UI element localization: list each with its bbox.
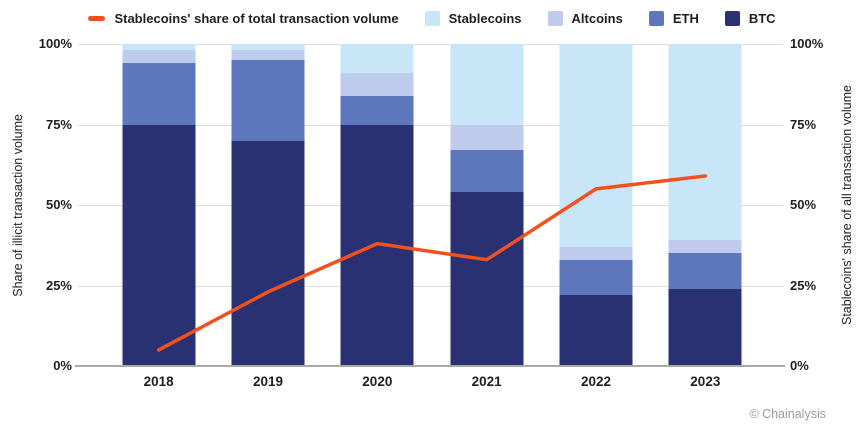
x-tick-label-2022: 2022 [580,374,612,389]
trend-line [156,174,708,352]
bars-layer [104,44,760,366]
bar-segment-2023-stablecoins [668,44,742,241]
bar-slot-2018 [104,44,213,366]
bar-segment-2023-eth [668,253,742,289]
x-tick-label-2018: 2018 [143,374,174,389]
bar-segment-2018-eth [122,63,196,125]
plot-area [75,44,785,367]
bar-segment-2018-altcoins [122,50,196,64]
bar-segment-2020-stablecoins [340,44,414,73]
y-tick-label-right-0: 0% [790,358,809,373]
y-tick-label-left-75: 75% [45,116,72,132]
y-tick-label-right-100: 100% [790,36,824,51]
bar-slot-2022 [541,44,650,366]
bar-segment-2019-stablecoins [231,44,305,51]
bar-segment-2020-eth [340,95,414,125]
y-tick-label-left-50: 50% [45,197,72,212]
bar-segment-2019-eth [231,60,305,141]
bar-segment-2022-eth [559,259,633,296]
gridline-75 [78,124,783,126]
legend-label: BTC [748,10,776,26]
bar-segment-2021-stablecoins [450,44,524,125]
bar-segment-2023-altcoins [668,240,742,254]
legend-label: Stablecoins [448,10,522,26]
legend-item-eth: ETH [648,10,699,26]
legend: Stablecoins' share of total transaction … [0,8,864,28]
stacked-bar-2023 [668,44,742,366]
y-tick-label-left-100: 100% [38,36,72,51]
y-tick-label-left-25: 25% [45,277,72,293]
bar-slot-2020 [323,44,432,366]
swatch-icon-altcoins [547,10,563,26]
bar-segment-2023-btc [668,288,742,366]
y-tick-label-right-75: 75% [790,116,817,132]
bar-segment-2022-altcoins [559,246,633,260]
stacked-bar-2018 [122,44,196,366]
bar-segment-2021-altcoins [450,124,524,151]
stacked-bar-2022 [559,44,633,366]
stacked-bar-2019 [231,44,305,366]
bar-slot-2023 [651,44,760,366]
gridline-50 [78,205,783,206]
bar-segment-2018-stablecoins [122,44,196,51]
swatch-icon-stablecoins [424,10,440,26]
gridline-100 [78,44,783,45]
x-axis-line [75,365,785,367]
legend-label: ETH [672,10,699,26]
bar-segment-2019-btc [231,140,305,366]
attribution: © Chainalysis [749,407,826,421]
bar-segment-2022-stablecoins [559,44,633,247]
y-tick-label-left-0: 0% [53,358,72,373]
legend-item-altcoins: Altcoins [547,10,623,26]
legend-label: Altcoins [571,10,623,26]
legend-item-line: Stablecoins' share of total transaction … [88,10,399,26]
line-swatch-icon [88,15,106,21]
bar-segment-2021-btc [450,192,524,366]
x-tick-label-2019: 2019 [252,374,284,389]
bar-segment-2019-altcoins [231,50,305,61]
legend-line-label: Stablecoins' share of total transaction … [114,10,399,26]
bar-slot-2019 [213,44,322,366]
bar-slot-2021 [432,44,541,366]
x-tick-label-2021: 2021 [471,374,502,389]
y-tick-label-right-25: 25% [790,277,817,293]
bar-segment-2018-btc [122,124,196,366]
legend-item-stablecoins: Stablecoins [424,10,522,26]
swatch-icon-btc [724,10,740,26]
bar-segment-2021-eth [450,150,524,193]
y-tick-label-right-50: 50% [790,197,817,212]
gridline-25 [78,285,783,287]
x-tick-label-2020: 2020 [362,374,393,389]
legend-item-btc: BTC [724,10,776,26]
bar-segment-2020-altcoins [340,73,414,96]
stacked-bar-2020 [340,44,414,366]
x-tick-label-2023: 2023 [690,374,721,389]
bar-segment-2022-btc [559,295,633,366]
swatch-icon-eth [648,10,664,26]
trend-line-layer [156,174,708,352]
stacked-bar-2021 [450,44,524,366]
